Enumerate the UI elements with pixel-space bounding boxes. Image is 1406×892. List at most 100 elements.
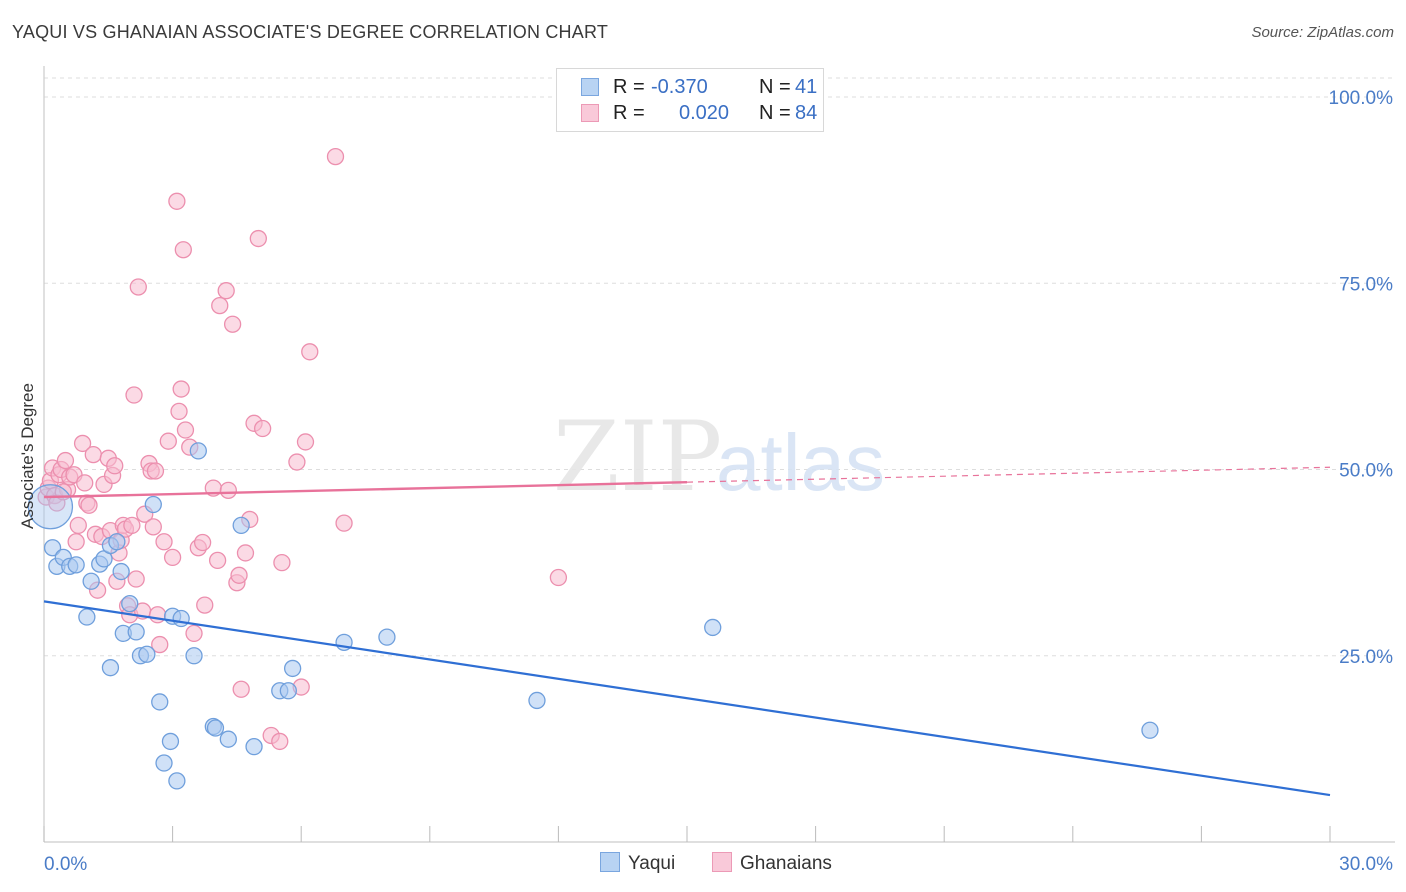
ghanaian-point: [67, 533, 85, 551]
yaqui-point: [151, 693, 169, 711]
ghanaian-point: [232, 680, 250, 698]
yaqui-point: [283, 659, 302, 678]
axes: [43, 66, 1395, 843]
yaqui-point: [189, 442, 207, 460]
ghanaian-point: [217, 282, 235, 300]
yaqui-legend-label: Yaqui: [628, 853, 676, 874]
yaqui-point: [78, 608, 96, 626]
ghanaian-point: [146, 462, 165, 480]
ghanaian-point: [151, 635, 169, 654]
ghanaian-point: [208, 551, 227, 570]
n-value-yaqui: 41: [795, 76, 818, 98]
y-axis-title: Associate's Degree: [18, 383, 37, 529]
yaqui-point: [1141, 721, 1159, 739]
yaqui-point: [67, 556, 85, 574]
yaqui-point: [232, 516, 250, 535]
y-tick-label: 75.0%: [1339, 274, 1393, 295]
ghanaian-point: [335, 514, 353, 532]
r-value-yaqui: -0.370: [651, 76, 708, 98]
ghanaian-point: [230, 566, 248, 584]
ghanaian-point: [185, 624, 203, 643]
yaqui-point: [43, 539, 62, 557]
ghanaian-point: [223, 315, 242, 333]
ghanaian-trend-line: [43, 480, 688, 499]
ghanaian-point: [69, 516, 87, 535]
ghanaian-point: [155, 533, 173, 551]
ghanaians-legend-label: Ghanaians: [740, 853, 832, 874]
ghanaian-point: [159, 432, 177, 450]
ghanaian-point: [193, 533, 212, 552]
yaqui-point: [138, 645, 156, 663]
yaqui-point: [155, 754, 173, 772]
ghanaian-point: [125, 386, 143, 404]
bottom-legend-ghanaians: Ghanaians: [712, 851, 832, 876]
ghanaian-point: [253, 419, 272, 438]
y-tick-label: 100.0%: [1329, 88, 1394, 109]
ghanaian-point: [127, 570, 145, 588]
n-label: N =: [759, 102, 791, 124]
ghanaian-point: [211, 296, 229, 315]
legend-row-ghanaians: R = 0.020 N = 84: [581, 100, 821, 126]
yaqui-point: [245, 737, 263, 756]
ghanaian-point: [219, 481, 237, 500]
ghanaians-legend-swatch: [712, 851, 732, 872]
ghanaian-point: [296, 433, 315, 451]
chart-title: YAQUI VS GHANAIAN ASSOCIATE'S DEGREE COR…: [12, 22, 609, 42]
yaqui-point: [112, 562, 130, 581]
yaqui-swatch: [581, 78, 599, 96]
ghanaian-point: [73, 434, 92, 453]
bottom-legend-yaqui: Yaqui: [600, 851, 676, 876]
correlation-legend: R = -0.370 N = 41 R = 0.020 N = 84: [556, 68, 824, 132]
r-label: R =: [613, 102, 645, 124]
r-value-ghanaians: 0.020: [679, 102, 730, 124]
grid-lines: [44, 77, 1395, 657]
legend-row-yaqui: R = -0.370 N = 41: [581, 74, 821, 100]
yaqui-point: [161, 732, 180, 751]
yaqui-point: [101, 659, 120, 677]
n-label: N =: [759, 76, 791, 98]
yaqui-point: [121, 594, 139, 613]
ghanaian-point: [129, 278, 147, 296]
yaqui-point: [185, 647, 203, 665]
y-tick-label: 50.0%: [1339, 461, 1393, 482]
yaqui-point: [378, 628, 396, 646]
yaqui-point: [528, 691, 546, 710]
yaqui-point: [172, 609, 190, 628]
yaqui-point: [206, 719, 225, 737]
ghanaian-points: [37, 147, 568, 751]
ghanaian-point: [144, 518, 162, 536]
ghanaian-trend-line-dashed: [686, 466, 1331, 483]
yaqui-legend-swatch: [600, 851, 620, 872]
yaqui-point: [279, 682, 297, 700]
ghanaian-point: [163, 548, 182, 567]
ghanaian-point: [196, 596, 214, 614]
trend-lines: [43, 466, 1331, 797]
yaqui-point: [108, 533, 126, 551]
yaqui-points: [27, 442, 1159, 790]
ghanaian-point: [168, 192, 186, 210]
ghanaian-point: [288, 453, 306, 471]
n-value-ghanaians: 84: [795, 102, 818, 124]
source-credit: Source: ZipAtlas.com: [1251, 24, 1394, 41]
yaqui-point: [168, 772, 186, 790]
axis-labels: 100.0% 75.0% 50.0% 25.0% 0.0% 30.0% Associate'…: [18, 88, 1393, 875]
ghanaian-point: [172, 380, 190, 398]
ghanaian-point: [106, 457, 124, 475]
ghanaian-point: [273, 553, 291, 572]
watermark: ZIP atlas: [553, 401, 885, 513]
yaqui-point: [144, 495, 162, 514]
x-tick-label: 30.0%: [1339, 854, 1393, 875]
yaqui-point: [82, 572, 100, 590]
ghanaian-point: [84, 445, 102, 464]
yaqui-point: [704, 618, 722, 637]
ghanaian-point: [76, 474, 94, 492]
ghanaian-point: [326, 147, 345, 166]
ghanaians-swatch: [581, 104, 599, 122]
watermark-zip: ZIP: [553, 401, 722, 513]
watermark-atlas: atlas: [716, 418, 885, 507]
yaqui-point: [219, 730, 237, 748]
ghanaian-point: [271, 732, 289, 751]
yaqui-trend-line: [43, 600, 1331, 797]
ghanaian-point: [123, 516, 141, 535]
